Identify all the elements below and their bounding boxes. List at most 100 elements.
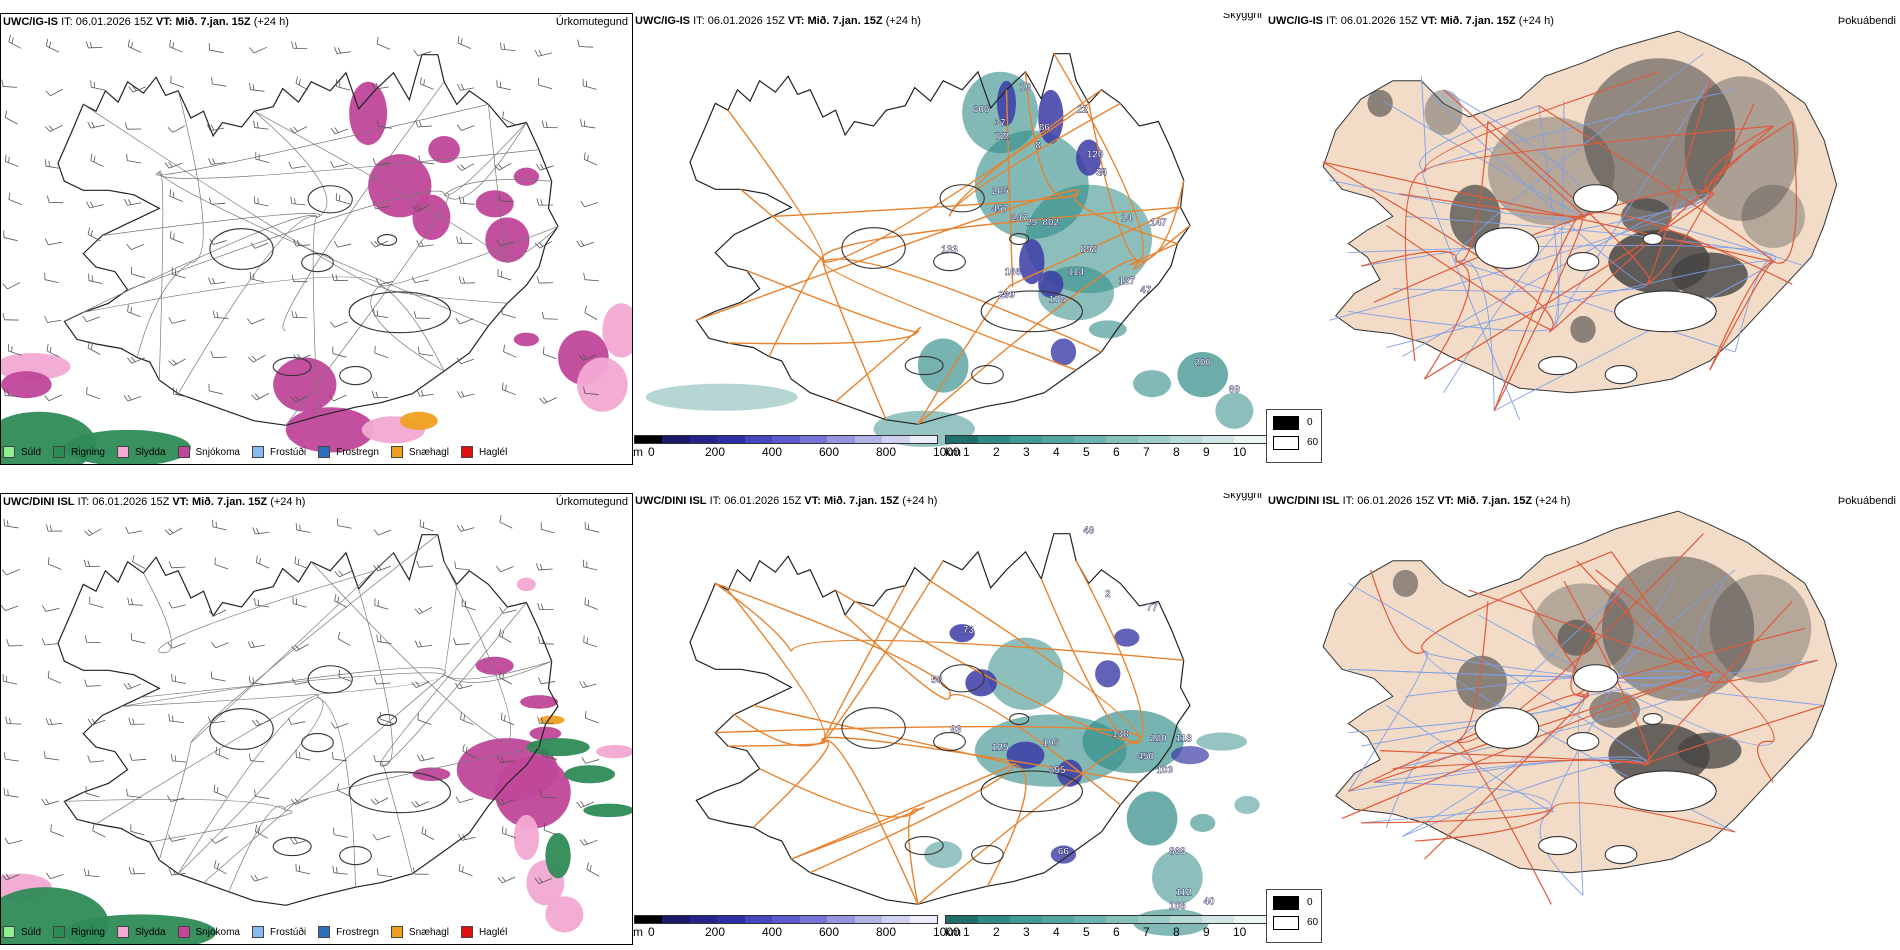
road-line	[177, 90, 204, 263]
wind-barb-staff	[255, 604, 270, 608]
wind-barb-icon	[254, 789, 270, 799]
wind-barb-icon	[372, 833, 391, 841]
road-line	[155, 104, 489, 176]
wind-barb-staff	[374, 605, 389, 610]
road-line	[1493, 216, 1584, 412]
wind-barb-flag	[87, 869, 90, 876]
wind-barb-staff	[214, 564, 229, 570]
panel-title: Skyggni	[1222, 493, 1262, 501]
wind-barb-flag	[534, 242, 541, 249]
wind-barb-flag	[46, 872, 51, 879]
colorbar-segment	[946, 436, 978, 443]
wind-barb-staff	[333, 758, 348, 762]
wind-barb-icon	[330, 722, 349, 729]
colorbar-tick: 800	[876, 925, 897, 939]
wind-barb-staff	[127, 311, 141, 318]
visibility-value-label: 127	[1118, 276, 1135, 287]
road-line	[822, 585, 906, 742]
wind-barb-staff	[4, 525, 19, 529]
wind-barb-flag	[462, 197, 465, 204]
wind-barb-flag	[502, 673, 505, 680]
wind-barb-staff	[502, 117, 516, 125]
wind-barb-staff	[5, 161, 19, 167]
road-line	[1772, 121, 1797, 264]
precip-area	[545, 833, 571, 879]
road-line	[443, 122, 527, 196]
road-line	[1053, 53, 1144, 263]
colorbar-segment	[635, 916, 663, 923]
colorbar-segment	[854, 436, 883, 443]
wind-barb-staff	[459, 798, 474, 803]
road-line	[1423, 261, 1471, 380]
fog-area	[1608, 723, 1710, 787]
wind-barb-flag	[456, 525, 462, 532]
legend-item: Slydda	[116, 926, 166, 938]
colorbar-segment	[978, 916, 1010, 923]
glacier-outline	[1642, 233, 1663, 245]
legend-label: Haglél	[478, 446, 508, 458]
wind-barb-staff	[376, 682, 391, 685]
wind-barb-icon	[496, 565, 514, 573]
visibility-value-label: 285	[992, 186, 1009, 197]
glacier-outline	[1566, 732, 1600, 752]
wind-barb-staff	[332, 353, 347, 358]
wind-barb-icon	[45, 718, 63, 726]
road-line	[312, 217, 318, 417]
wind-barb-icon	[4, 154, 19, 167]
wind-barb-icon	[501, 382, 516, 396]
road-line	[254, 110, 508, 263]
wind-barb-staff	[502, 389, 516, 396]
wind-barb-flag	[420, 754, 425, 761]
fog-indicator-panel-ig: UWC/IG-IS IT: 06.01.2026 15Z VT: Mið. 7.…	[1266, 13, 1900, 465]
wind-barb-staff	[48, 563, 62, 570]
wind-barb-flag	[251, 720, 257, 727]
wind-barb-flag	[257, 599, 260, 606]
wind-barb-flag	[125, 526, 129, 534]
wind-barb-flag	[208, 610, 214, 617]
wind-barb-flag	[44, 395, 50, 402]
wind-barb-flag	[169, 189, 172, 197]
wind-barb-icon	[249, 46, 267, 54]
wind-barb-icon	[171, 673, 186, 684]
colorbar-segment	[882, 916, 910, 923]
wind-barb-staff	[50, 874, 64, 880]
precip-type-panel-dini: UWC/DINI ISL IT: 06.01.2026 15Z VT: Mið.…	[0, 493, 633, 945]
wind-barb-staff	[291, 203, 306, 206]
visibility-value-label: 108	[1169, 901, 1186, 912]
wind-barb-staff	[459, 870, 473, 877]
wind-barb-staff	[585, 717, 599, 724]
wind-barb-staff	[171, 872, 186, 876]
wind-barb-staff	[379, 281, 393, 286]
wind-barb-flag	[287, 717, 292, 725]
road-line	[1611, 551, 1711, 678]
wind-barb-icon	[412, 867, 429, 875]
precip-area	[273, 357, 337, 412]
legend-swatch-icon	[460, 446, 473, 458]
wind-barb-icon	[125, 526, 143, 534]
wind-barb-flag	[174, 755, 177, 762]
wind-barb-flag	[462, 277, 466, 284]
wind-barb-staff	[170, 797, 185, 802]
road-layer	[714, 560, 1184, 905]
road-line	[1643, 601, 1793, 766]
road-line	[158, 149, 540, 179]
colorbar-segment	[909, 436, 937, 443]
fog-area	[1671, 252, 1748, 298]
wind-barb-flag	[44, 159, 47, 167]
visibility-area	[1076, 139, 1102, 176]
wind-barb-flag	[42, 605, 47, 612]
legend-item: Frostúði	[251, 446, 306, 458]
precip-area	[513, 167, 540, 186]
wind-barb-flag	[87, 227, 91, 235]
road-layer	[696, 53, 1191, 425]
wind-barb-icon	[124, 122, 142, 130]
legend-item: Snæhagl	[390, 446, 449, 458]
wind-barb-staff	[379, 718, 394, 724]
wind-barb-staff	[89, 528, 102, 537]
panel-title: Skyggni	[1222, 13, 1262, 21]
road-line	[821, 206, 1181, 263]
wind-barb-flag	[458, 863, 461, 871]
wind-barb-flag	[539, 789, 542, 797]
legend-label: Haglél	[478, 926, 508, 938]
wind-barb-staff	[250, 278, 265, 283]
